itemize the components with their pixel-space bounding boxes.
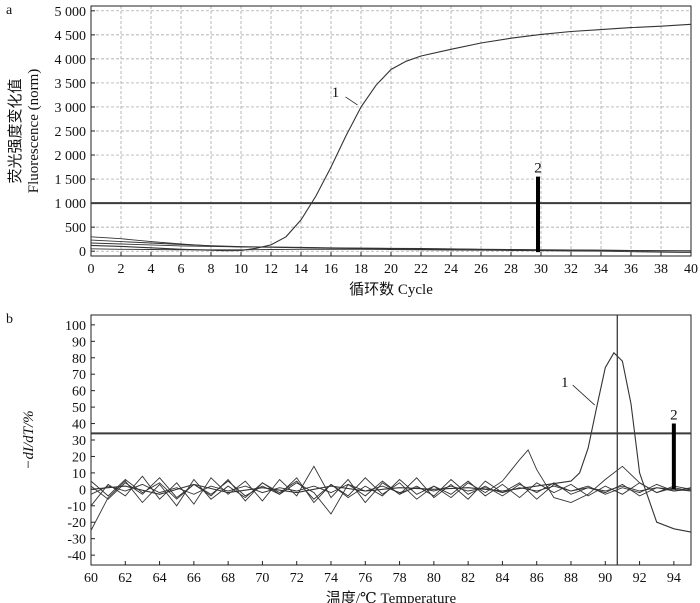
- y-tick-label: 50: [72, 401, 86, 416]
- x-tick-label: 82: [461, 571, 475, 586]
- y-tick-label: 60: [72, 385, 86, 400]
- y-tick-label: 2 500: [55, 125, 87, 140]
- y-axis-title-en: Fluorescence (norm): [26, 69, 42, 194]
- y-tick-label: 20: [72, 450, 86, 465]
- y-tick-label: 3 500: [55, 77, 87, 92]
- y-tick-label: -20: [67, 516, 86, 531]
- marker-label-2: 2: [670, 408, 678, 424]
- curve-label-1: 1: [561, 375, 569, 391]
- chart-panel-b: b 60 62 64 66 68 70 72 74 76 78 80 82 84 86 88 90 92 94 -40…: [6, 312, 692, 603]
- y-axis-title-cn: 荧光强度变化值: [7, 78, 24, 183]
- y-tick-label: 5 000: [55, 5, 87, 20]
- y-tick-label: 4 000: [55, 53, 87, 68]
- series-line-2: [90, 449, 692, 531]
- y-axis-title: −dI/dT/%: [21, 410, 37, 469]
- x-tick-label: 28: [504, 262, 518, 277]
- x-tick-label: 6: [178, 262, 185, 277]
- x-tick-label: 78: [393, 571, 407, 586]
- x-tick-label: 76: [358, 571, 372, 586]
- y-tick-label: 3 000: [55, 101, 87, 116]
- x-axis-title: 循环数 Cycle: [349, 281, 433, 298]
- y-tick-label: 0: [79, 483, 86, 498]
- x-tick-label: 40: [684, 262, 698, 277]
- x-tick-label: 72: [290, 571, 304, 586]
- x-tick-label: 2: [118, 262, 125, 277]
- y-tick-label: 500: [65, 221, 86, 236]
- x-tick-label: 4: [148, 262, 155, 277]
- x-tick-label: 84: [495, 571, 509, 586]
- x-tick-label: 0: [88, 262, 95, 277]
- y-tick-label: -30: [67, 533, 86, 548]
- x-tick-label: 26: [474, 262, 488, 277]
- x-tick-label: 68: [221, 571, 235, 586]
- x-axis-title: 温度/℃ Temperature: [326, 590, 457, 603]
- x-tick-label: 30: [534, 262, 548, 277]
- x-tick-label: 38: [654, 262, 668, 277]
- series-line-5: [90, 483, 692, 495]
- y-tick-label: 10: [72, 467, 86, 482]
- x-tick-label: 34: [594, 262, 608, 277]
- x-tick-label: 88: [564, 571, 578, 586]
- x-tick-label: 62: [118, 571, 132, 586]
- series-line-5: [90, 248, 692, 254]
- x-tick-label: 66: [187, 571, 201, 586]
- y-tick-label: 100: [65, 319, 86, 334]
- curve-label-leader: [345, 96, 358, 106]
- series-line-4: [90, 242, 691, 252]
- x-tick-label: 74: [324, 571, 338, 586]
- x-tick-label: 22: [414, 262, 428, 277]
- x-tick-label: 70: [255, 571, 269, 586]
- x-tick-label: 16: [324, 262, 338, 277]
- y-tick-label: 0: [79, 245, 86, 260]
- panel-tag-b: b: [6, 312, 13, 327]
- y-tick-label: 2 000: [55, 149, 87, 164]
- y-tick-label: 30: [72, 434, 86, 449]
- x-tick-label: 86: [530, 571, 544, 586]
- plot-frame: [90, 314, 692, 566]
- x-tick-label: 32: [564, 262, 578, 277]
- x-tick-label: 24: [444, 262, 458, 277]
- x-tick-label: 92: [633, 571, 647, 586]
- x-tick-label: 20: [384, 262, 398, 277]
- x-tick-label: 12: [264, 262, 278, 277]
- series-line-4: [90, 478, 692, 515]
- y-tick-label: 4 500: [55, 29, 87, 44]
- y-tick-label: 90: [72, 335, 86, 350]
- y-tick-label: 1 500: [55, 173, 87, 188]
- x-tick-label: 36: [624, 262, 638, 277]
- x-tick-label: 80: [427, 571, 441, 586]
- series-line-1: [90, 23, 692, 252]
- x-tick-label: 8: [208, 262, 215, 277]
- series-line-6: [90, 477, 692, 502]
- y-tick-label: 1 000: [55, 197, 87, 212]
- series-line-1: [90, 351, 692, 533]
- y-tick-label: -10: [67, 500, 86, 515]
- x-tick-label: 94: [667, 571, 681, 586]
- y-tick-label: 40: [72, 418, 86, 433]
- y-tick-label: 70: [72, 368, 86, 383]
- x-tick-label: 10: [234, 262, 248, 277]
- x-tick-label: 14: [294, 262, 308, 277]
- x-tick-label: 18: [354, 262, 368, 277]
- chart-panel-a: a0 2 4 6 8 10 12 14 16 18 20 22 24 26 28 30 32 34 36 38 4005…: [6, 3, 698, 298]
- x-tick-label: 60: [84, 571, 98, 586]
- curve-label-1: 1: [332, 85, 340, 101]
- x-tick-label: 64: [153, 571, 167, 586]
- y-tick-label: 80: [72, 352, 86, 367]
- x-tick-label: 90: [598, 571, 612, 586]
- panel-tag-a: a: [6, 3, 13, 18]
- marker-label-2: 2: [534, 161, 542, 177]
- y-tick-label: -40: [67, 549, 86, 564]
- curve-label-leader: [572, 384, 595, 406]
